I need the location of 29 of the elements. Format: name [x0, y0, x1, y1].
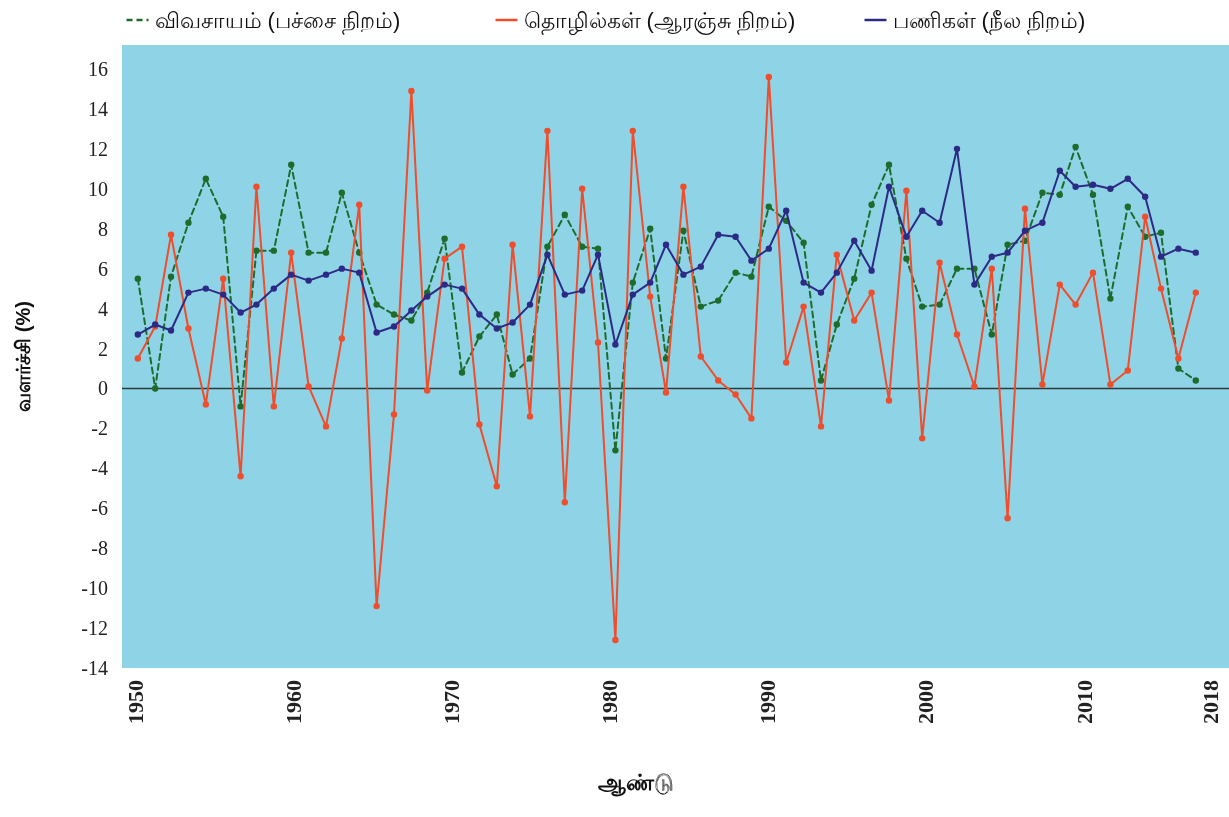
y-tick-label: 12 — [88, 137, 108, 160]
x-tick-label: 2000 — [913, 680, 939, 724]
y-tick-label: -12 — [81, 617, 108, 640]
y-tick-label: 16 — [88, 57, 108, 80]
y-tick-label: 0 — [98, 377, 108, 400]
y-tick-label: 14 — [88, 97, 108, 120]
y-tick-label: -6 — [91, 497, 108, 520]
y-tick-label: -10 — [81, 577, 108, 600]
y-tick-label: 10 — [88, 177, 108, 200]
legend-label: விவசாயம் (பச்சை நிறம்) — [154, 8, 401, 35]
legend-label: பணிகள் (நீல நிறம்) — [892, 8, 1086, 35]
y-tick-label: 6 — [98, 257, 108, 280]
x-tick-label: 2010 — [1071, 680, 1097, 724]
x-tick-label: 1980 — [597, 680, 623, 724]
y-tick-label: -8 — [91, 537, 108, 560]
y-tick-label: -2 — [91, 417, 108, 440]
x-tick-label: 1970 — [438, 680, 464, 724]
y-tick-label: -4 — [91, 457, 108, 480]
y-tick-label: 2 — [98, 337, 108, 360]
x-tick-label: 1960 — [280, 680, 306, 724]
x-tick-label: 1990 — [755, 680, 781, 724]
x-tick-label: 2018 — [1198, 680, 1224, 724]
y-tick-label: -14 — [81, 657, 108, 679]
x-tick-label: 1950 — [122, 680, 148, 724]
y-axis-title: வளர்ச்சி (%) — [12, 301, 34, 412]
y-tick-label: 8 — [98, 217, 108, 240]
legend-label: தொழில்கள் (ஆரஞ்சு நிறம்) — [523, 8, 796, 35]
x-axis-title: ஆண்டு — [597, 770, 674, 797]
y-tick-label: 4 — [98, 297, 108, 320]
